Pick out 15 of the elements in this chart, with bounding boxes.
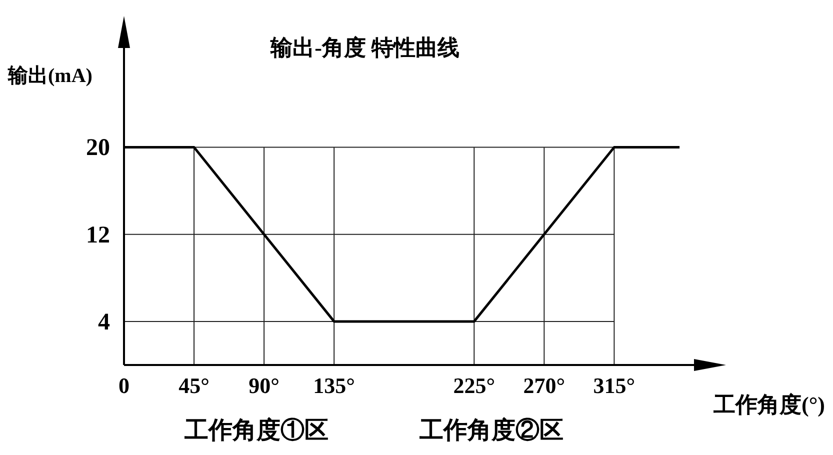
x-tick-label: 135° (313, 373, 355, 398)
x-tick-label: 90° (248, 373, 280, 398)
y-tick-label: 20 (86, 135, 110, 162)
text: 工作角度①区 (184, 417, 329, 444)
x-tick-label: 270° (523, 373, 566, 398)
y-tick-label: 12 (86, 222, 110, 248)
y-axis-title: 输出(mA) (7, 65, 92, 87)
x-tick-label: 45° (178, 373, 210, 398)
x-tick-label: 0 (118, 373, 130, 398)
text: 输出-角度 特性曲线 (270, 35, 460, 60)
text: 工作角度②区 (418, 417, 564, 444)
x-tick-label: 315° (593, 373, 636, 398)
x-axis-title: 工作角度(°) (712, 392, 825, 417)
y-tick-label: 4 (98, 309, 110, 336)
x-tick-label: 225° (453, 373, 496, 398)
